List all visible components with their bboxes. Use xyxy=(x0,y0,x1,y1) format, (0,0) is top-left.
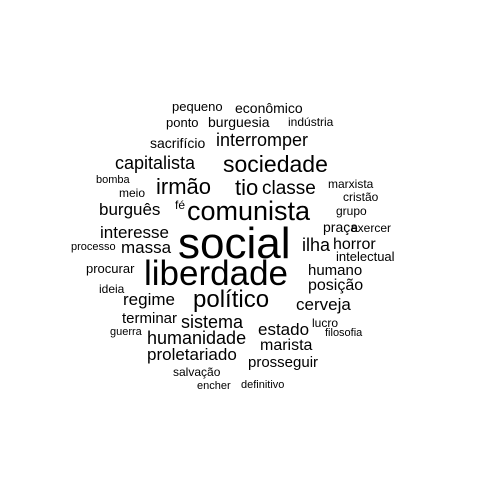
word-sociedade: sociedade xyxy=(223,151,328,177)
word-proletariado: proletariado xyxy=(147,345,237,364)
word-cerveja: cerveja xyxy=(296,295,351,314)
word-filosofia: filosofia xyxy=(325,327,363,339)
word-humano: humano xyxy=(308,262,363,279)
word-praca: praça xyxy=(323,219,359,235)
word-regime: regime xyxy=(123,290,175,309)
word-salvacao: salvação xyxy=(173,365,221,379)
word-estado: estado xyxy=(258,320,310,339)
word-sacrificio: sacrifício xyxy=(150,135,206,151)
word-social: social xyxy=(178,219,291,268)
word-classe: classe xyxy=(262,178,316,199)
word-exercer: exercer xyxy=(351,221,392,235)
word-processo: processo xyxy=(71,241,116,253)
word-politico: político xyxy=(193,286,270,313)
word-pequeno: pequeno xyxy=(172,99,223,114)
word-irmao: irmão xyxy=(156,174,212,199)
word-ilha: ilha xyxy=(302,235,331,255)
word-ponto: ponto xyxy=(166,115,199,130)
word-posicao: posição xyxy=(308,277,364,294)
word-prosseguir: prosseguir xyxy=(248,354,319,371)
word-lucro: lucro xyxy=(312,316,339,330)
word-marxista: marxista xyxy=(328,177,374,191)
word-bomba: bomba xyxy=(96,174,130,186)
word-meio: meio xyxy=(119,186,146,200)
word-encher: encher xyxy=(197,380,231,392)
word-burgues: burguês xyxy=(99,200,161,219)
word-intelectual: intelectual xyxy=(336,249,395,264)
word-capitalista: capitalista xyxy=(115,153,196,173)
word-definitivo: definitivo xyxy=(241,379,285,391)
word-procurar: procurar xyxy=(86,261,135,276)
word-sistema: sistema xyxy=(181,312,244,332)
word-guerra: guerra xyxy=(110,326,142,338)
word-industria: indústria xyxy=(288,115,334,129)
word-fe: fé xyxy=(175,198,186,212)
word-terminar: terminar xyxy=(122,310,178,327)
word-ideia: ideia xyxy=(99,282,125,296)
word-marista: marista xyxy=(260,337,313,354)
word-interesse: interesse xyxy=(100,223,169,242)
word-comunista: comunista xyxy=(187,196,311,226)
word-interromper: interromper xyxy=(216,130,309,150)
word-burguesia: burguesia xyxy=(208,114,270,130)
word-grupo: grupo xyxy=(336,204,367,218)
word-horror: horror xyxy=(333,236,376,253)
word-tio: tio xyxy=(235,175,259,200)
word-liberdade: liberdade xyxy=(144,254,288,293)
word-cristao: cristão xyxy=(343,190,379,204)
word-economico: econômico xyxy=(235,100,303,116)
word-massa: massa xyxy=(121,238,172,257)
word-humanidade: humanidade xyxy=(147,328,247,348)
